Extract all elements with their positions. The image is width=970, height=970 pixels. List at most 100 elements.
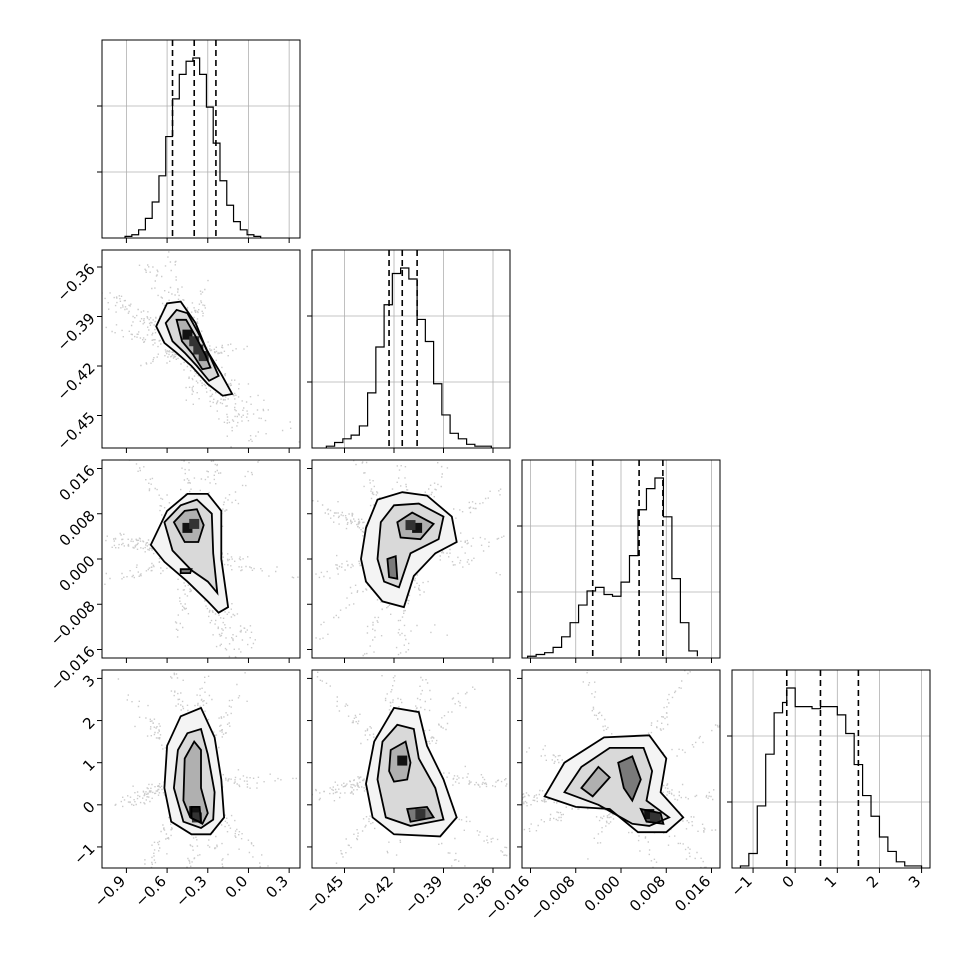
- hist-frame-0: [101, 39, 301, 239]
- hist-steps-3: [739, 687, 923, 868]
- xtick-label-3-1: 0: [779, 872, 798, 891]
- xtick-label-3-4: 3: [905, 872, 924, 891]
- ytick-label-1-3: −0.36: [53, 260, 98, 305]
- ytick-label-1-1: −0.42: [53, 359, 98, 404]
- pair-frame: [101, 669, 301, 869]
- pair-panel-1-0: [101, 249, 301, 449]
- xtick-label-2-2: 0.000: [581, 872, 624, 915]
- pair-panel-2-1: [311, 459, 511, 659]
- density-fill-3: [618, 756, 641, 801]
- contour-line-3: [406, 805, 436, 823]
- xtick-label-2-1: −0.008: [527, 872, 579, 924]
- xtick-label-3-2: 1: [821, 872, 840, 891]
- density-peak-1: [191, 812, 202, 823]
- pair-frame: [311, 669, 511, 869]
- xtick-label-0-4: 0.3: [262, 872, 292, 902]
- density-fill-2: [581, 766, 610, 797]
- density-peak-0: [189, 806, 200, 817]
- contour-line-4: [639, 807, 665, 825]
- pair-frame: [101, 249, 301, 449]
- hist-panel-0: [97, 39, 301, 239]
- density-peak-1: [415, 809, 426, 820]
- ytick-label-3-4: 3: [79, 671, 98, 690]
- xtick-label-0-2: −0.3: [172, 872, 210, 910]
- density-peak-0: [412, 522, 423, 533]
- hist-steps-0: [124, 57, 262, 238]
- density-peak-1: [649, 812, 660, 823]
- density-fill-1: [564, 747, 670, 826]
- contour-line-1: [376, 723, 445, 827]
- xtick-label-1-0: −0.45: [302, 872, 347, 917]
- contour-line-2: [580, 765, 611, 798]
- contour-line-0: [163, 706, 226, 836]
- density-peak-0: [182, 329, 193, 340]
- xtick-label-1-1: −0.42: [352, 872, 397, 917]
- density-fill-2: [183, 741, 208, 824]
- contour-line-1: [172, 727, 216, 830]
- hist-panel-3: [727, 669, 931, 869]
- density-peak-2: [193, 344, 204, 355]
- pair-panel-2-0: [101, 459, 301, 659]
- contour-line-1: [563, 747, 671, 827]
- ytick-label-1-0: −0.45: [53, 408, 98, 453]
- contour-line-0: [360, 491, 458, 609]
- contour-line-3: [617, 755, 642, 803]
- hist-panel-1: [307, 249, 511, 449]
- contour-line-3: [386, 554, 399, 580]
- hist-frame-1: [311, 249, 511, 449]
- density-peak-0: [644, 809, 655, 820]
- density-fill-3: [180, 569, 192, 574]
- contour-line-1: [164, 308, 220, 382]
- contour-line-2: [175, 318, 212, 371]
- panel-inner: [312, 671, 510, 868]
- pair-panel-3-1: [311, 669, 511, 869]
- panel-inner: [114, 670, 297, 868]
- xtick-label-0-3: 0.0: [222, 872, 252, 902]
- contour-line-0: [155, 300, 234, 397]
- xtick-label-3-0: −1: [728, 872, 756, 900]
- ytick-label-3-2: 1: [79, 756, 98, 775]
- ytick-label-2-4: 0.016: [56, 461, 99, 504]
- panel-inner: [312, 460, 505, 658]
- ytick-label-1-2: −0.39: [53, 309, 98, 354]
- density-peak-1: [405, 520, 416, 531]
- ytick-label-3-1: 0: [79, 798, 98, 817]
- xtick-label-0-0: −0.9: [91, 872, 129, 910]
- contour-line-2: [388, 740, 412, 783]
- contour-line-0: [149, 493, 230, 614]
- ytick-label-2-1: −0.008: [47, 597, 99, 649]
- scatter-cloud: [102, 251, 300, 448]
- xtick-label-2-3: 0.008: [626, 872, 669, 915]
- xtick-label-0-1: −0.6: [131, 872, 169, 910]
- hist-steps-2: [527, 477, 698, 658]
- ytick-label-3-0: −1: [70, 840, 98, 868]
- panel-inner: [104, 460, 299, 658]
- density-peak-1: [189, 336, 200, 347]
- hist-panel-2: [517, 459, 721, 659]
- xtick-label-3-3: 2: [863, 872, 882, 891]
- ytick-label-3-3: 2: [79, 713, 98, 732]
- ytick-label-2-3: 0.008: [56, 507, 99, 550]
- contour-line-1: [163, 498, 219, 596]
- panel-inner: [522, 670, 720, 868]
- contour-line-3: [179, 568, 193, 574]
- contour-line-0: [365, 706, 458, 838]
- hist-steps-1: [325, 267, 492, 448]
- contour-line-2: [396, 511, 436, 541]
- xtick-label-2-4: 0.016: [671, 872, 714, 915]
- contour-line-1: [376, 502, 445, 589]
- density-peak-0: [397, 755, 408, 766]
- contour-line-2: [172, 508, 205, 543]
- density-peak-0: [182, 522, 193, 533]
- hist-frame-3: [731, 669, 931, 869]
- density-peak-1: [189, 518, 200, 529]
- xtick-label-1-2: −0.39: [401, 872, 446, 917]
- density-peak-3: [198, 351, 209, 362]
- ytick-label-2-2: 0.000: [56, 552, 99, 595]
- pair-panel-3-2: [521, 669, 721, 869]
- pair-panel-3-0: [101, 669, 301, 869]
- density-fill-3: [387, 556, 398, 579]
- panel-inner: [102, 251, 300, 448]
- contour-line-3: [190, 806, 203, 824]
